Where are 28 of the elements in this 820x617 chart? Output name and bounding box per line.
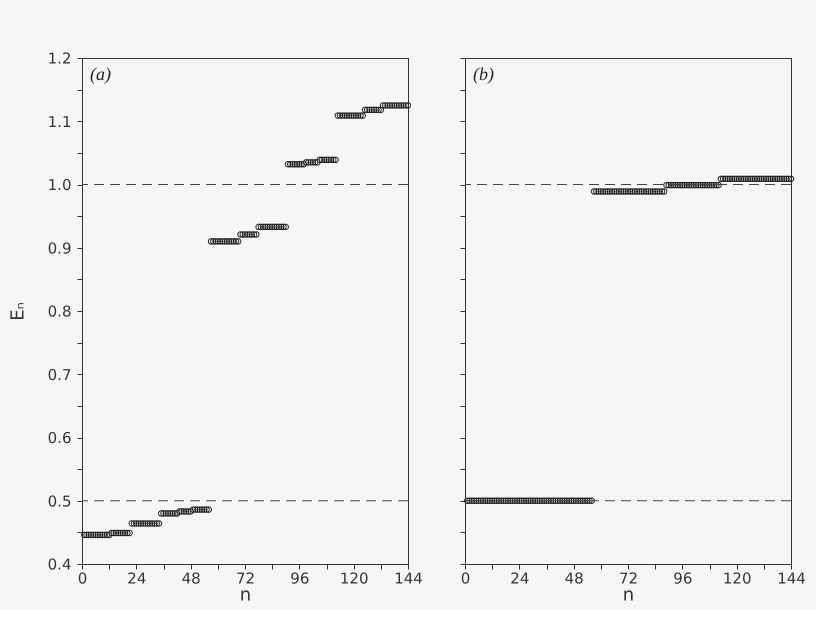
y-tick-label: 0.8	[48, 302, 72, 320]
y-tick-label: 0.5	[48, 492, 72, 510]
x-tick-label: 48	[564, 570, 584, 588]
y-tick-label: 0.6	[48, 429, 72, 447]
annotation: (b)	[473, 64, 494, 84]
y-tick-label: 0.9	[48, 239, 72, 258]
x-tick-label: 0	[78, 570, 88, 588]
x-tick-label: 72	[618, 570, 638, 588]
x-tick-label: 144	[394, 570, 423, 588]
y-tick-label: 1.2	[48, 50, 72, 68]
x-tick-label: 24	[510, 570, 530, 588]
x-tick-label: 96	[290, 570, 310, 588]
x-tick-label: 96	[673, 570, 692, 588]
x-tick-label: 120	[722, 570, 752, 588]
y-tick-label: 1.0	[48, 176, 72, 194]
y-tick-label: 1.1	[48, 112, 72, 131]
x-tick-label: 48	[182, 570, 201, 588]
x-tick-label: 144	[777, 570, 806, 588]
x-axis-title: n	[240, 584, 252, 606]
y-axis-title: Eₙ	[8, 302, 29, 321]
y-tick-label: 0.7	[48, 366, 72, 384]
x-tick-label: 72	[236, 570, 256, 588]
x-tick-label: 120	[340, 570, 368, 588]
x-axis-title: n	[622, 584, 634, 606]
x-tick-label: 24	[127, 570, 146, 588]
y-tick-label: 0.4	[48, 556, 72, 574]
x-tick-label: 0	[460, 570, 470, 588]
annotation: (a)	[90, 64, 111, 84]
